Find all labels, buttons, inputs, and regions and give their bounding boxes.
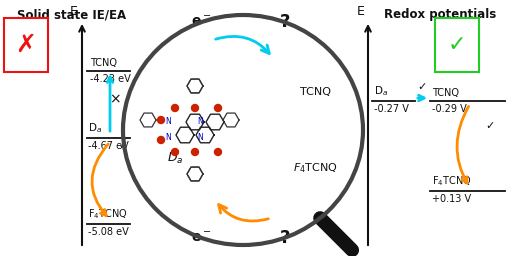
Text: N: N (197, 118, 203, 126)
Circle shape (215, 104, 222, 112)
Text: $D_a$: $D_a$ (167, 151, 183, 166)
Circle shape (172, 104, 179, 112)
Text: ?: ? (280, 13, 290, 31)
Circle shape (191, 104, 199, 112)
Text: ?: ? (280, 229, 290, 247)
Text: ✓: ✓ (118, 141, 127, 151)
Text: E: E (357, 5, 365, 18)
Text: D$_a$: D$_a$ (374, 84, 388, 98)
Circle shape (158, 136, 164, 144)
Text: F$_4$TCNQ: F$_4$TCNQ (432, 174, 472, 188)
Text: ✗: ✗ (15, 33, 36, 57)
Text: N: N (165, 133, 171, 143)
Text: -4.23 eV: -4.23 eV (90, 74, 131, 84)
Text: -5.08 eV: -5.08 eV (88, 227, 129, 237)
Text: e$^-$: e$^-$ (190, 15, 211, 29)
Text: ✓: ✓ (417, 82, 426, 92)
Text: e$^-$: e$^-$ (190, 231, 211, 245)
Text: ✓: ✓ (447, 35, 466, 55)
FancyBboxPatch shape (4, 18, 48, 72)
Text: Redox potentials: Redox potentials (384, 8, 496, 21)
Text: D$_a$: D$_a$ (88, 121, 102, 135)
Text: TCNQ: TCNQ (300, 87, 331, 97)
Text: ✓: ✓ (485, 121, 495, 131)
Text: -0.27 V: -0.27 V (374, 104, 409, 114)
FancyBboxPatch shape (435, 18, 479, 72)
Text: Solid state IE/EA: Solid state IE/EA (17, 8, 126, 21)
Text: TCNQ: TCNQ (90, 58, 117, 68)
Text: ×: × (109, 92, 121, 106)
Text: -4.67 eV: -4.67 eV (88, 141, 129, 151)
Circle shape (191, 148, 199, 155)
Text: $F_4$TCNQ: $F_4$TCNQ (293, 161, 337, 175)
Text: -0.29 V: -0.29 V (432, 104, 467, 114)
Text: E: E (70, 5, 78, 18)
Text: +0.13 V: +0.13 V (432, 194, 471, 204)
Text: N: N (165, 118, 171, 126)
Circle shape (158, 116, 164, 123)
Circle shape (172, 148, 179, 155)
Text: F$_4$TCNQ: F$_4$TCNQ (88, 207, 127, 221)
Text: TCNQ: TCNQ (432, 88, 459, 98)
Circle shape (215, 148, 222, 155)
Text: N: N (197, 133, 203, 143)
